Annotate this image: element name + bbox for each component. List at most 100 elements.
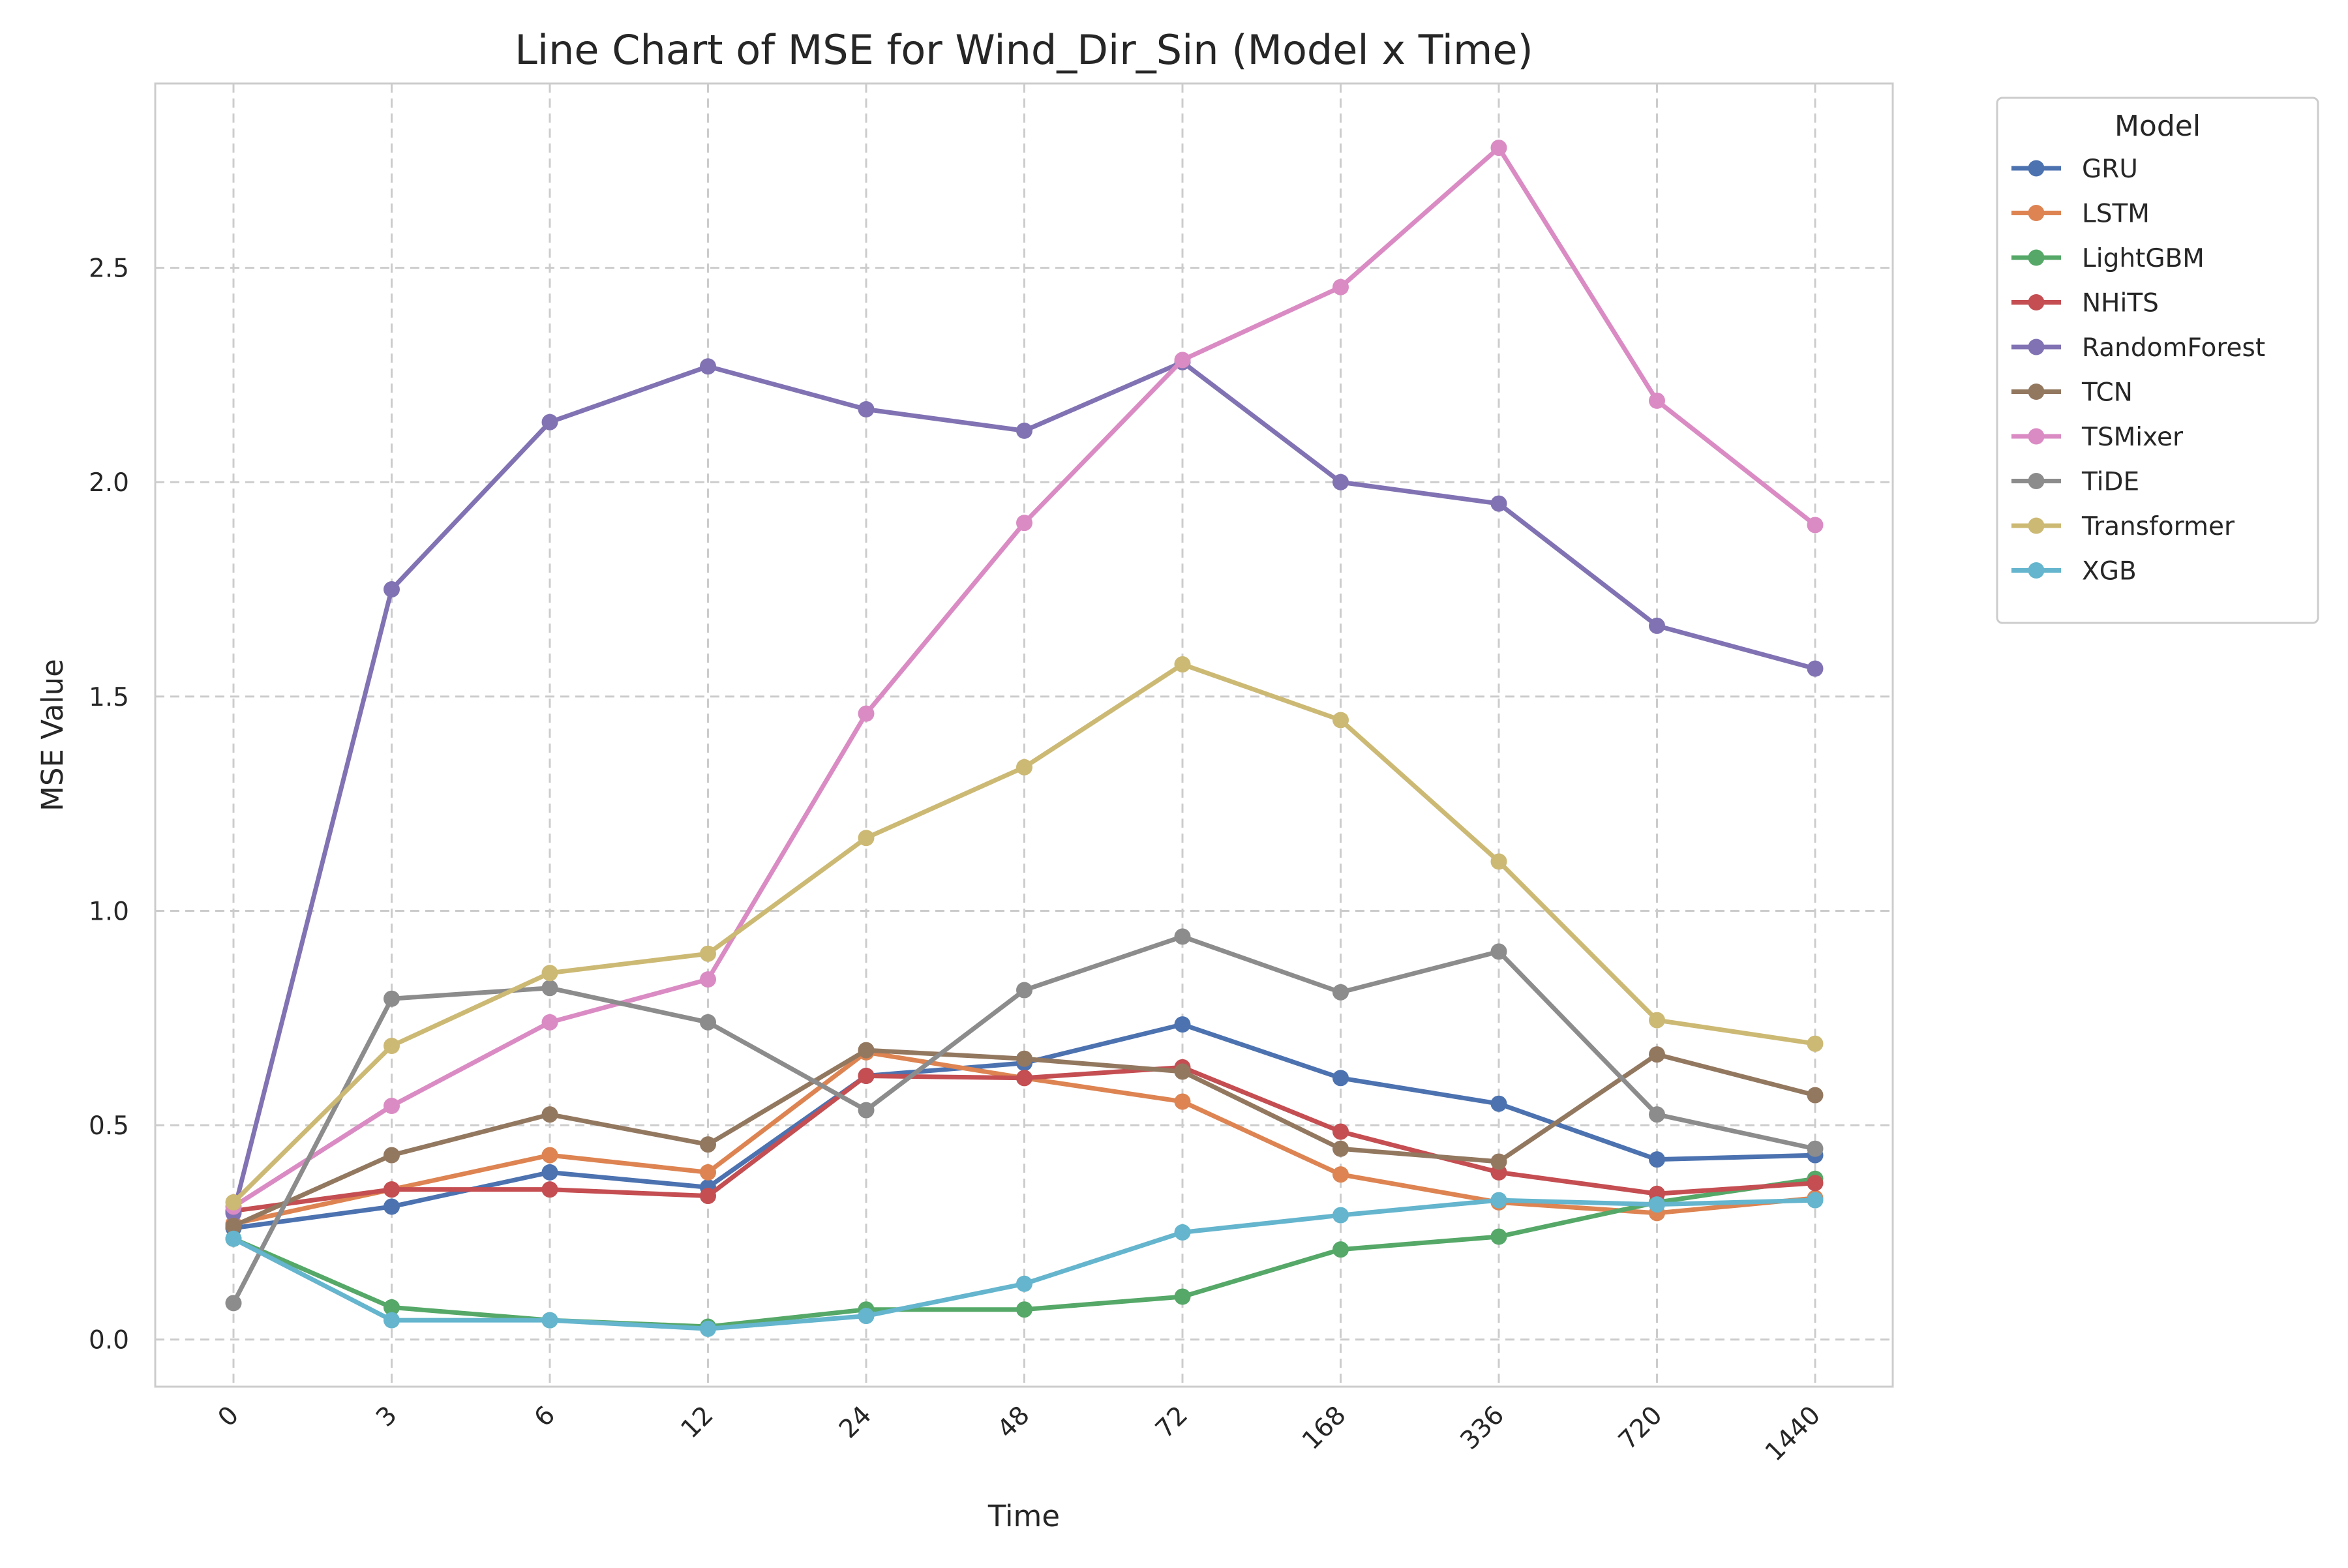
data-point <box>1807 517 1824 534</box>
legend-label: XGB <box>2082 557 2137 586</box>
legend-item-tide: TiDE <box>2011 468 2139 497</box>
series-tsmixer <box>225 140 1824 1215</box>
data-point <box>384 1098 400 1115</box>
data-point <box>1332 279 1349 295</box>
data-point <box>700 971 716 988</box>
data-point <box>1016 759 1032 776</box>
data-point <box>1332 1140 1349 1157</box>
legend-label: LSTM <box>2082 200 2150 229</box>
data-point <box>541 965 558 982</box>
grid <box>155 83 1893 1387</box>
legend: Model GRU LSTM LightGBM NHiTS RandomForest TCN… <box>1996 97 2319 624</box>
legend-swatch-marker <box>2028 160 2045 177</box>
data-point <box>1174 352 1191 369</box>
x-tick-label: 720 <box>1613 1400 1668 1455</box>
legend-swatch-marker <box>2028 339 2045 355</box>
x-tick-label: 72 <box>1150 1400 1194 1444</box>
x-tick-label: 3 <box>370 1400 402 1432</box>
data-point <box>541 1312 558 1329</box>
data-point <box>1016 1070 1032 1087</box>
data-point <box>700 1014 716 1031</box>
x-axis-label: Time <box>987 1499 1060 1533</box>
legend-item-tcn: TCN <box>2011 378 2133 408</box>
data-point <box>1490 1192 1507 1209</box>
data-point <box>225 1194 242 1211</box>
series-tcn <box>225 1042 1824 1235</box>
legend-swatch-marker <box>2028 294 2045 310</box>
data-point <box>1016 515 1032 532</box>
data-point <box>1174 1224 1191 1241</box>
data-point <box>1490 1228 1507 1245</box>
x-tick-label: 12 <box>676 1400 719 1444</box>
data-point <box>225 1295 242 1312</box>
series-xgb <box>225 1192 1824 1337</box>
data-point <box>541 1164 558 1181</box>
data-point <box>858 401 875 417</box>
data-point <box>858 1042 875 1059</box>
legend-swatch-marker <box>2028 428 2045 445</box>
legend-swatch-marker <box>2028 205 2045 221</box>
legend-item-tsmixer: TSMixer <box>2011 423 2184 452</box>
data-point <box>858 1068 875 1085</box>
x-tick-label: 0 <box>213 1400 245 1432</box>
x-tick-label: 24 <box>834 1400 877 1444</box>
legend-label: TiDE <box>2081 468 2139 497</box>
data-point <box>1174 1016 1191 1033</box>
data-point <box>1016 1275 1032 1292</box>
legend-item-randomforest: RandomForest <box>2011 333 2265 363</box>
data-point <box>1649 392 1665 409</box>
data-point <box>384 1181 400 1198</box>
legend-box <box>1996 97 2319 624</box>
data-point <box>1332 1207 1349 1224</box>
data-point <box>1016 422 1032 439</box>
data-point <box>1649 1106 1665 1123</box>
data-point <box>541 1106 558 1123</box>
data-point <box>700 358 716 375</box>
data-point <box>1490 1095 1507 1112</box>
x-tick-label: 1440 <box>1760 1400 1826 1467</box>
x-tick-label: 48 <box>992 1400 1036 1444</box>
data-point <box>1332 1123 1349 1140</box>
data-point <box>225 1230 242 1247</box>
data-point <box>1807 660 1824 677</box>
y-tick-label: 1.0 <box>89 897 129 926</box>
data-point <box>1174 1288 1191 1305</box>
data-point <box>541 980 558 997</box>
data-point <box>700 1164 716 1181</box>
legend-label: RandomForest <box>2082 333 2265 363</box>
data-point <box>1649 1012 1665 1029</box>
x-tick-label: 336 <box>1455 1400 1510 1455</box>
data-point <box>541 1147 558 1164</box>
data-point <box>1490 853 1507 870</box>
data-point <box>1332 984 1349 1001</box>
data-point <box>1016 982 1032 999</box>
data-point <box>1332 712 1349 729</box>
data-point <box>1016 1050 1032 1067</box>
y-tick-label: 1.5 <box>89 683 129 712</box>
data-point <box>541 414 558 430</box>
data-point <box>1807 1192 1824 1209</box>
data-point <box>384 1037 400 1054</box>
data-point <box>384 1299 400 1316</box>
data-point <box>1490 495 1507 512</box>
data-point <box>1807 1175 1824 1192</box>
series-tide <box>225 928 1824 1312</box>
data-point <box>1807 1140 1824 1157</box>
y-tick-label: 2.5 <box>89 254 129 284</box>
data-point <box>1332 1166 1349 1183</box>
legend-item-xgb: XGB <box>2011 557 2137 586</box>
data-point <box>1332 1241 1349 1258</box>
data-point <box>541 1181 558 1198</box>
data-point <box>1490 1153 1507 1170</box>
data-point <box>384 990 400 1007</box>
data-point <box>1807 1035 1824 1052</box>
data-point <box>1174 1093 1191 1110</box>
legend-item-lstm: LSTM <box>2011 200 2150 229</box>
data-point <box>1016 1301 1032 1318</box>
data-point <box>1174 1063 1191 1080</box>
series-lines <box>225 140 1824 1337</box>
data-point <box>858 705 875 722</box>
chart-title: Line Chart of MSE for Wind_Dir_Sin (Mode… <box>515 26 1533 74</box>
data-point <box>384 1147 400 1164</box>
